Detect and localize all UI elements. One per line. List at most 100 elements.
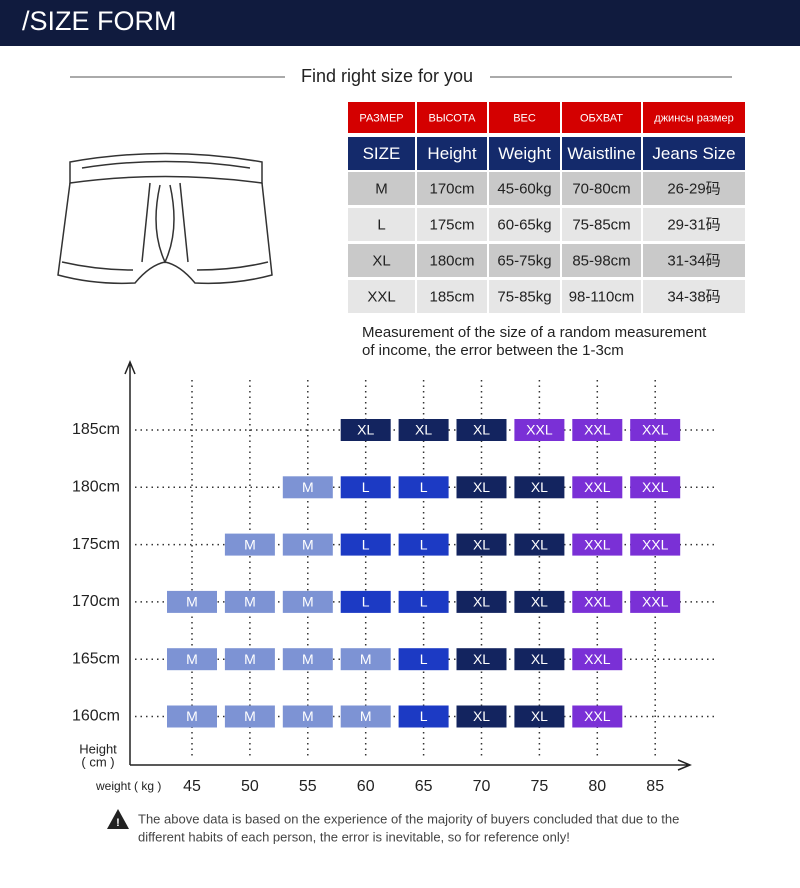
size-label: L [362,536,370,552]
table-cell [489,208,560,241]
size-cell [572,419,623,441]
y-tick-label: 180cm [72,479,120,496]
size-label: M [244,536,256,552]
size-cell [282,590,333,613]
underwear-illustration [57,152,273,285]
subtitle: Find right size for you [301,66,473,86]
size-cell [340,476,391,499]
size-label: M [244,651,256,667]
table-cell [417,208,487,241]
table-text: Height [427,144,476,163]
size-cell [630,590,681,613]
size-label: M [302,651,314,667]
table-cell [643,280,745,313]
table-text: 70-80cm [572,180,630,197]
table-cell [489,172,560,205]
size-label: XL [531,651,548,667]
size-cell [340,705,391,728]
size-cell [282,476,333,499]
table-cell [562,244,641,277]
size-label: XXL [584,536,611,552]
size-label: XL [473,479,490,495]
size-cell [572,648,623,671]
size-label: XXL [642,422,669,438]
axes [124,360,692,771]
table-cell [348,172,415,205]
size-label: M [244,594,256,610]
x-tick-label: 50 [241,778,259,795]
table-cell [417,172,487,205]
size-label: M [302,479,314,495]
size-label: XXL [584,651,611,667]
size-cell [398,648,449,671]
size-cell [224,533,275,556]
x-tick-label: 85 [646,778,664,795]
table-text: M [375,180,388,197]
table-text: 34-38码 [667,288,720,305]
size-grid: 45 50 55 60 65 70 75 80 85 185cm XL XL XL XXL XXL XXL 18… [72,380,715,795]
size-cell [456,705,507,728]
size-cell [572,476,623,499]
table-cell [643,244,745,277]
size-label: M [302,594,314,610]
x-tick-label: 80 [588,778,606,795]
size-cell [282,533,333,556]
footer-note: The above data is based on the experienc… [138,811,679,826]
size-cell [514,533,565,556]
y-tick-label: 175cm [72,536,120,553]
table-text: Weight [498,144,551,163]
size-label: XXL [642,536,669,552]
table-cell [348,208,415,241]
size-cell [398,476,449,499]
table-text: 170cm [429,180,474,197]
warning-icon [107,809,129,829]
table-cell [417,280,487,313]
table-cell [643,172,745,205]
x-tick-label: 60 [357,778,375,795]
table-cell [489,102,560,133]
size-cell [398,533,449,556]
size-cell [514,705,565,728]
size-label: XL [473,536,490,552]
size-cell [456,476,507,499]
size-cell [630,476,681,499]
table-text: Jeans Size [652,144,735,163]
y-tick-label: 160cm [72,708,120,725]
x-axis-label: weight ( kg ) [95,779,161,793]
size-cell [224,705,275,728]
note: of income, the error between the 1-3cm [362,342,624,359]
size-label: XXL [584,479,611,495]
size-label: XXL [584,594,611,610]
table-text: РАЗМЕР [359,112,403,124]
size-cell [514,419,565,441]
table-text: 31-34码 [667,252,720,269]
size-label: M [186,594,198,610]
table-text: Waistline [567,144,635,163]
y-axis-label: Height [79,741,117,756]
table-text: 175cm [429,216,474,233]
size-label: XXL [526,422,553,438]
table-cell [562,102,641,133]
size-cell [514,648,565,671]
size-label: M [244,708,256,724]
size-label: XL [531,536,548,552]
table-cell [643,208,745,241]
size-label: L [420,708,428,724]
table-text: XL [372,252,390,269]
size-cell [167,590,217,613]
table-text: 185cm [429,288,474,305]
table-text: джинсы размер [654,112,733,124]
size-cell [630,419,681,441]
table-text: XXL [367,288,395,305]
table-cell [489,137,560,170]
size-label: XXL [642,594,669,610]
table-text: 180cm [429,252,474,269]
size-cell [398,419,449,441]
y-tick-label: 170cm [72,593,120,610]
table-cell [562,280,641,313]
table-cell [417,137,487,170]
size-cell [398,705,449,728]
size-cell [340,419,391,441]
table-text: 85-98cm [572,252,630,269]
